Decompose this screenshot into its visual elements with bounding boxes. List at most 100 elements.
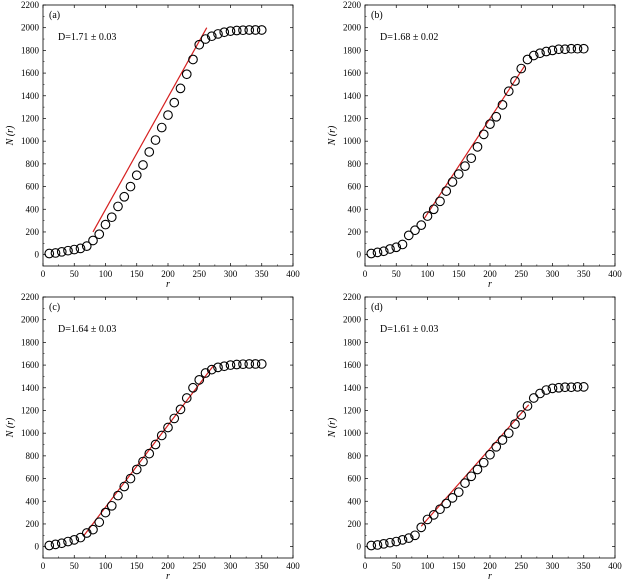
y-tick-label: 2000 <box>21 315 40 325</box>
data-point <box>447 177 458 187</box>
data-point <box>460 478 470 488</box>
y-tick-label: 800 <box>348 451 362 461</box>
data-point <box>144 147 155 157</box>
fit-line <box>83 365 214 537</box>
x-tick-label: 50 <box>392 269 402 279</box>
data-point <box>503 86 514 97</box>
y-axis-label: N (r) <box>327 417 338 438</box>
y-tick-label: 0 <box>35 542 40 552</box>
data-point <box>144 448 155 459</box>
data-point <box>238 359 248 370</box>
data-point <box>44 248 55 259</box>
x-tick-label: 250 <box>515 269 529 279</box>
y-tick-label: 0 <box>357 542 362 552</box>
data-point <box>44 540 55 551</box>
data-point <box>131 170 142 181</box>
data-point <box>497 100 508 110</box>
data-point <box>572 43 583 54</box>
data-point <box>256 359 267 369</box>
data-point <box>213 29 223 39</box>
x-tick-label: 300 <box>224 269 238 279</box>
x-tick-label: 400 <box>286 561 300 571</box>
x-tick-label: 300 <box>546 561 560 571</box>
y-tick-label: 200 <box>348 519 362 529</box>
data-point <box>522 401 533 411</box>
data-point <box>75 532 86 543</box>
data-point <box>156 122 167 133</box>
data-point <box>472 464 483 475</box>
panel-label: (b) <box>371 10 383 21</box>
data-point <box>453 487 464 498</box>
data-point <box>416 220 427 230</box>
fractal-dimension-annotation: D=1.61 ± 0.03 <box>380 324 438 335</box>
data-point <box>113 490 123 501</box>
fit-line <box>423 65 525 219</box>
fractal-dimension-annotation: D=1.64 ± 0.03 <box>58 324 116 335</box>
data-point <box>138 160 148 170</box>
y-tick-label: 0 <box>35 250 40 260</box>
plot-frame <box>364 296 616 559</box>
data-point <box>88 524 98 535</box>
chart-panel-d: 0 50 100 150 200 250 300 350 400 0 200 400 600 800 100… <box>327 292 622 582</box>
data-point <box>478 129 489 140</box>
data-point <box>422 514 433 525</box>
x-tick-label: 350 <box>255 561 269 571</box>
x-tick-label: 400 <box>286 269 300 279</box>
data-point <box>194 39 205 50</box>
data-point <box>250 25 261 35</box>
x-axis-label: r <box>488 571 492 582</box>
y-tick-label: 1800 <box>343 45 362 55</box>
data-point <box>528 393 539 403</box>
y-tick-label: 400 <box>348 204 362 214</box>
data-point <box>522 54 533 65</box>
data-point <box>466 153 477 164</box>
data-point <box>94 229 105 240</box>
x-axis-label: r <box>166 571 170 582</box>
x-tick-label: 400 <box>608 269 622 279</box>
data-point <box>366 540 377 551</box>
data-point <box>410 225 420 236</box>
data-point <box>225 360 236 370</box>
panel-label: (c) <box>49 302 60 313</box>
data-point <box>119 481 130 492</box>
data-point <box>106 500 117 511</box>
y-axis-label: N (r) <box>327 125 338 146</box>
x-tick-label: 200 <box>483 269 497 279</box>
y-tick-label: 1800 <box>343 337 362 347</box>
y-tick-label: 1800 <box>21 337 40 347</box>
fit-line <box>92 27 208 233</box>
fractal-dimension-annotation: D=1.71 ± 0.03 <box>58 32 116 43</box>
data-point <box>397 239 408 250</box>
data-point <box>460 161 470 171</box>
data-point <box>231 359 242 370</box>
data-point <box>113 201 123 212</box>
data-point <box>372 247 383 258</box>
data-point <box>503 428 514 439</box>
data-point <box>491 441 502 452</box>
data-point <box>547 45 558 56</box>
y-tick-label: 2200 <box>343 292 362 302</box>
data-point <box>435 196 445 207</box>
panel-label: (a) <box>49 10 60 21</box>
data-point <box>169 413 180 424</box>
data-point <box>410 530 420 541</box>
plot-frame <box>42 4 294 267</box>
y-tick-label: 600 <box>26 182 40 192</box>
x-tick-label: 150 <box>452 269 466 279</box>
data-point <box>378 538 389 549</box>
data-point <box>231 25 242 36</box>
chart-panel-a: 0 50 100 150 200 250 300 350 400 0 200 400 600 800 100… <box>5 0 300 290</box>
data-point <box>466 471 477 482</box>
data-point <box>125 181 136 192</box>
y-tick-label: 200 <box>26 519 40 529</box>
chart-panel-b: 0 50 100 150 200 250 300 350 400 0 200 400 600 800 100… <box>327 0 622 290</box>
data-point <box>535 48 545 59</box>
data-point <box>416 522 427 533</box>
x-tick-label: 50 <box>392 561 402 571</box>
x-tick-label: 100 <box>421 561 435 571</box>
data-point <box>528 50 539 61</box>
y-axis-label: N (r) <box>5 417 16 438</box>
data-point <box>403 533 414 543</box>
x-tick-label: 350 <box>577 561 591 571</box>
